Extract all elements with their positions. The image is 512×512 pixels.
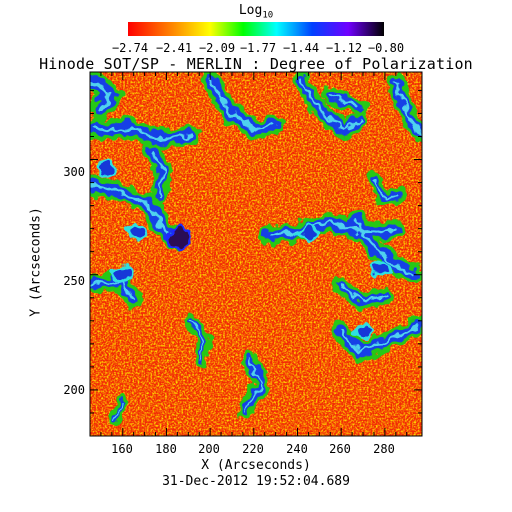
- colorbar: [128, 22, 384, 36]
- y-axis-label: Y (Arcseconds): [28, 207, 44, 317]
- y-tick-label: 300: [63, 165, 85, 179]
- network-lane: [244, 359, 263, 411]
- network-lane: [393, 78, 422, 137]
- x-tick-label: 180: [155, 442, 177, 456]
- network-lane: [148, 148, 167, 197]
- network-patch: [112, 266, 134, 284]
- x-tick-label: 160: [111, 442, 133, 456]
- network-lane: [90, 78, 112, 112]
- chart-title: Hinode SOT/SP - MERLIN : Degree of Polar…: [39, 55, 473, 73]
- colorbar-tick-label: −2.74: [111, 41, 149, 55]
- network-lane: [208, 78, 277, 132]
- network-lane: [268, 220, 397, 237]
- x-tick-label: 200: [198, 442, 220, 456]
- colorbar-tick-label: −2.09: [198, 41, 236, 55]
- x-tick-label: 240: [286, 442, 308, 456]
- strong-polarization-patch: [166, 226, 194, 250]
- network-lane: [329, 94, 361, 109]
- network-patch: [352, 321, 374, 339]
- network-lane: [93, 126, 192, 142]
- network-lane: [298, 78, 362, 132]
- colorbar-tick-label: −1.44: [282, 41, 320, 55]
- colorbar-tick-label: −1.77: [239, 41, 277, 55]
- network-patch: [370, 259, 391, 277]
- network-lane: [353, 218, 417, 277]
- colorbar-tick-labels: −2.74 −2.41 −2.09 −1.77 −1.44 −1.12 −0.8…: [111, 41, 405, 55]
- y-tick-label: 200: [63, 383, 85, 397]
- heatmap-image: [90, 72, 422, 436]
- x-axis-label: X (Arcseconds): [201, 458, 311, 473]
- polarization-network: [90, 72, 422, 427]
- x-tick-label: 280: [373, 442, 395, 456]
- network-patch: [94, 160, 116, 178]
- network-lane: [114, 401, 123, 421]
- network-lane: [338, 323, 420, 354]
- network-patch: [297, 224, 319, 242]
- y-tick-label: 250: [63, 274, 85, 288]
- colorbar-tick-label: −1.12: [325, 41, 363, 55]
- x-tick-label: 220: [242, 442, 264, 456]
- network-lane: [374, 179, 401, 201]
- plot-frame: [89, 71, 423, 437]
- colorbar-tick-label: −0.80: [367, 41, 405, 55]
- x-tick-label: 260: [329, 442, 351, 456]
- axis-ticks: [90, 72, 422, 436]
- network-patch: [127, 224, 149, 242]
- network-lane: [339, 284, 386, 303]
- network-lane: [90, 183, 177, 242]
- colorbar-label: Log10: [238, 3, 274, 21]
- observation-timestamp: 31-Dec-2012 19:52:04.689: [162, 474, 350, 489]
- colorbar-tick-label: −2.41: [155, 41, 193, 55]
- network-lane: [189, 319, 206, 361]
